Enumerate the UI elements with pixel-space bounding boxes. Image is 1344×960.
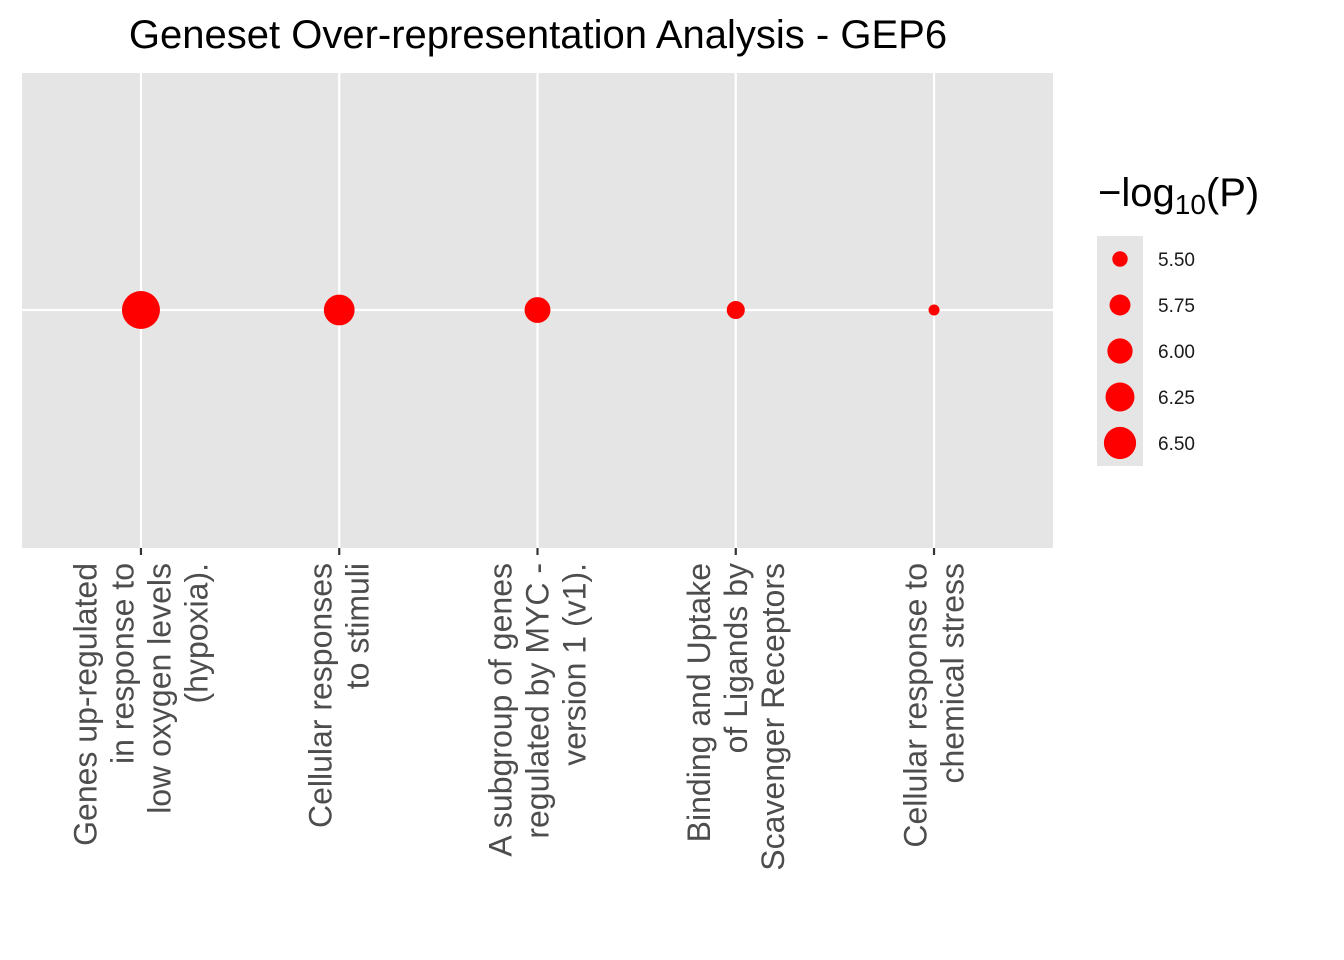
legend-key-circle — [1107, 338, 1133, 364]
x-tick-label-line: in response to — [104, 563, 140, 764]
legend-title-subscript: 10 — [1175, 189, 1206, 220]
legend-key-label: 6.00 — [1158, 342, 1195, 363]
legend-key-circle — [1112, 251, 1128, 267]
x-tick-label-line: A subgroup of genes — [483, 563, 519, 857]
x-tick-label: Binding and Uptake of Ligands by Scavenger… — [681, 563, 791, 871]
legend-key-label: 5.50 — [1158, 250, 1195, 271]
data-point — [323, 294, 355, 326]
x-tick-label: Genes up-regulated in response to low oxyg… — [67, 563, 214, 846]
data-point — [726, 300, 745, 320]
x-tick-label-line: to stimuli — [340, 563, 376, 689]
chart-title: Geneset Over-representation Analysis - G… — [129, 13, 947, 57]
x-tick-label-line: low oxygen levels — [141, 563, 177, 814]
x-tick-label: Cellular responses to stimuli — [303, 563, 376, 828]
legend-key-label: 5.75 — [1158, 296, 1195, 317]
x-tick-label-line: Binding and Uptake — [681, 563, 717, 842]
legend-key-label: 6.50 — [1158, 434, 1195, 455]
x-tick-label-line: of Ligands by — [718, 563, 754, 753]
x-tick-label-line: Cellular response to — [898, 563, 934, 848]
data-points — [121, 291, 940, 329]
x-tick-label-line: regulated by MYC - — [520, 563, 556, 839]
x-tick-label: A subgroup of genes regulated by MYC - ver… — [483, 563, 593, 857]
legend-keys: 5.50 5.75 6.00 6.25 6.50 — [1103, 250, 1195, 460]
x-tick-label-line: Scavenger Receptors — [755, 563, 791, 871]
x-axis-tick-labels: Genes up-regulated in response to low oxyg… — [67, 563, 970, 871]
x-tick-label-line: chemical stress — [935, 563, 971, 784]
legend-title: −log10(P) — [1098, 171, 1259, 220]
legend-key-label: 6.25 — [1158, 388, 1195, 409]
data-point — [524, 297, 551, 323]
data-point — [121, 291, 160, 329]
legend-key-circle — [1103, 426, 1137, 460]
x-tick-label: Cellular response to chemical stress — [898, 563, 971, 848]
x-axis-ticks — [139, 548, 936, 555]
legend-title-prefix: −log — [1098, 171, 1175, 215]
legend-title-suffix: (P) — [1206, 171, 1259, 215]
legend-key-circle — [1105, 382, 1135, 412]
x-tick-label-line: (hypoxia). — [178, 563, 214, 704]
x-tick-label-line: version 1 (v1). — [557, 563, 593, 766]
data-point — [928, 304, 940, 316]
x-tick-label-line: Cellular responses — [303, 563, 339, 828]
legend: −log10(P) 5.50 5.75 6.00 6.25 6.50 — [1097, 171, 1259, 466]
x-tick-label-line: Genes up-regulated — [67, 563, 103, 846]
legend-key-circle — [1109, 294, 1131, 316]
